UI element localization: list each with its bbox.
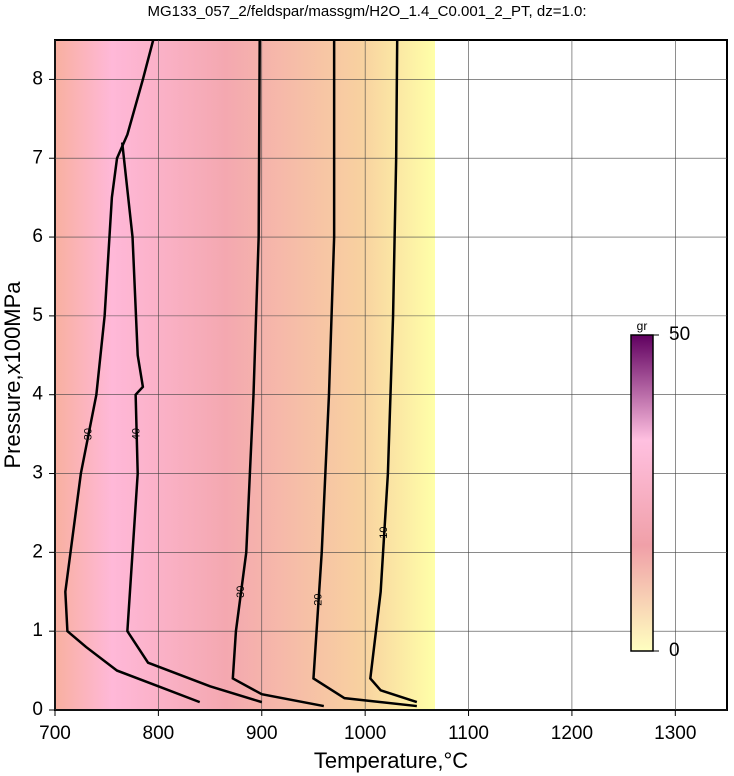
y-tick-label: 1 xyxy=(32,620,43,641)
contour-line xyxy=(231,39,325,708)
contour-line xyxy=(64,39,201,704)
contour-label: 40 xyxy=(131,428,143,440)
x-axis-label: Temperature,°C xyxy=(314,748,468,773)
contour-line xyxy=(312,40,417,708)
chart-title: MG133_057_2/feldspar/massgm/H2O_1.4_C0.0… xyxy=(147,3,586,20)
contour-label: 30 xyxy=(83,428,95,440)
x-tick-label: 1000 xyxy=(344,723,386,744)
contour-line xyxy=(369,39,418,704)
y-tick-label: 8 xyxy=(32,68,43,89)
y-axis-label: Pressure,x100MPa xyxy=(0,281,25,469)
y-tick-label: 5 xyxy=(32,305,43,326)
x-tick-label: 1300 xyxy=(654,723,696,744)
x-tick-label: 900 xyxy=(246,723,278,744)
colorbar xyxy=(630,334,654,652)
colorbar-label: gr xyxy=(637,319,648,333)
colorbar-tick-label: 50 xyxy=(669,324,690,345)
field-fill xyxy=(55,40,435,710)
y-tick-label: 0 xyxy=(32,699,43,720)
x-tick-label: 700 xyxy=(39,723,71,744)
contour-label: 30 xyxy=(235,586,247,598)
colorbar-tick-label: 0 xyxy=(669,640,680,661)
y-tick-label: 2 xyxy=(32,541,43,562)
contour-line xyxy=(120,142,263,704)
y-tick-label: 3 xyxy=(32,463,43,484)
y-tick-label: 6 xyxy=(32,226,43,247)
contour-label: 10 xyxy=(378,527,390,539)
contour-label: 20 xyxy=(313,594,325,606)
y-tick-label: 7 xyxy=(32,147,43,168)
x-tick-label: 800 xyxy=(143,723,175,744)
x-tick-label: 1200 xyxy=(551,723,593,744)
y-tick-label: 4 xyxy=(32,384,43,405)
plot-layer: 700 800 900 1000 1100 1200 1300 0 1 2 3 4 5 6 7 8 10 20 30… xyxy=(32,39,727,744)
x-tick-label: 1100 xyxy=(448,723,489,744)
